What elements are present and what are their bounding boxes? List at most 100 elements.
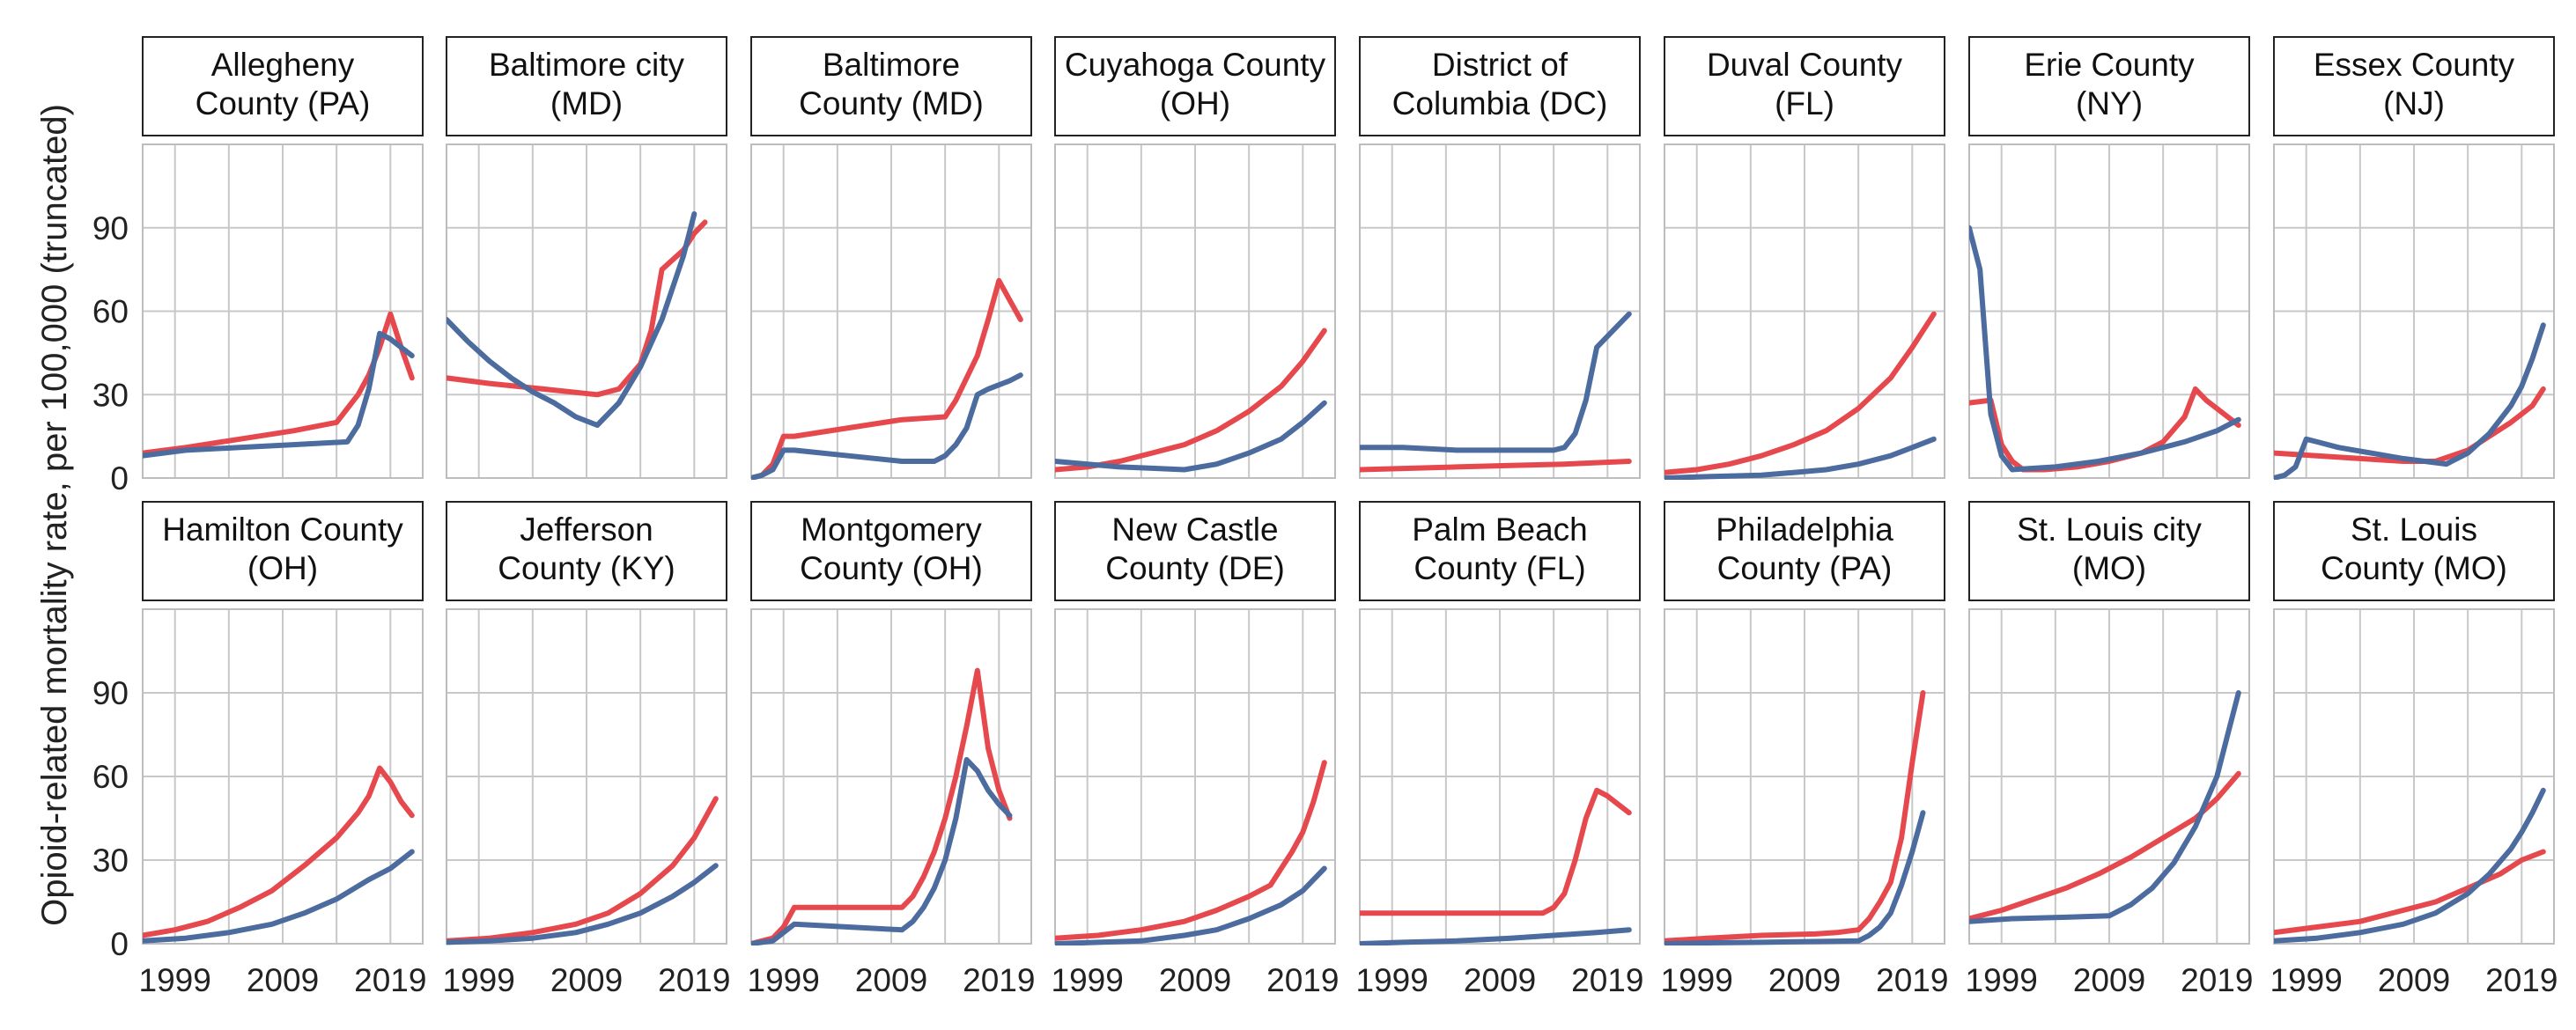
series-line-red — [447, 796, 719, 944]
x-tick-label: 2009 — [855, 962, 927, 998]
x-tick-label: 2019 — [2485, 962, 2558, 998]
strip-box — [1968, 36, 2250, 136]
strip-label: (MD) — [550, 85, 623, 121]
strip-label: County (MD) — [799, 85, 984, 121]
panel-frame — [2273, 143, 2555, 479]
series-line-red — [1055, 327, 1327, 473]
strip-label: Palm Beach — [1412, 511, 1588, 548]
panel: Essex County(NJ) — [2273, 36, 2555, 480]
strip-label: New Castle — [1111, 511, 1278, 548]
x-tick-label: 2019 — [1266, 962, 1339, 998]
strip-label: County (FL) — [1413, 550, 1585, 586]
x-tick-label: 2009 — [2378, 962, 2450, 998]
strip-label: (MO) — [2072, 550, 2146, 586]
series-line-red — [1360, 787, 1632, 916]
strip-box — [1359, 36, 1641, 136]
strip-label: County (PA) — [1717, 550, 1893, 586]
strip-label: (OH) — [1160, 85, 1230, 121]
strip-box — [446, 36, 727, 136]
y-tick-label: 30 — [92, 842, 129, 879]
y-tick-label: 60 — [92, 759, 129, 795]
strip-label: Essex County — [2314, 47, 2515, 83]
panel-frame — [1664, 143, 1945, 479]
x-tick-label: 2019 — [354, 962, 426, 998]
strip-label: (FL) — [1775, 85, 1834, 121]
series-line-blue — [1360, 927, 1632, 945]
x-tick-label: 2019 — [963, 962, 1035, 998]
x-tick-label: 1999 — [1661, 962, 1733, 998]
series-line-red — [751, 667, 1013, 945]
strip-label: (NJ) — [2383, 85, 2445, 121]
strip-label: Baltimore city — [489, 47, 685, 83]
series-line-blue — [1664, 810, 1926, 945]
strip-label: Cuyahoga County — [1065, 47, 1326, 83]
strip-label: Columbia (DC) — [1392, 85, 1608, 121]
x-tick-label: 1999 — [139, 962, 211, 998]
series-line-blue — [751, 372, 1023, 480]
x-tick-label: 2019 — [1876, 962, 1948, 998]
strip-box — [1664, 36, 1945, 136]
panel-frame — [750, 143, 1032, 479]
strip-box — [1054, 501, 1336, 601]
series-line-red — [2274, 386, 2546, 464]
series-line-blue — [1055, 865, 1327, 945]
strip-label: District of — [1432, 47, 1568, 83]
strip-label: Montgomery — [801, 511, 982, 548]
series-line-blue — [1664, 436, 1937, 480]
y-tick-label: 90 — [92, 210, 129, 246]
series-line-blue — [143, 330, 415, 459]
strip-box — [1054, 36, 1336, 136]
panel-frame — [1054, 143, 1336, 479]
strip-box — [142, 36, 424, 136]
strip-label: Jefferson — [520, 511, 653, 548]
x-tick-label: 2019 — [2181, 962, 2253, 998]
panel-frame — [1359, 143, 1641, 479]
series-line-red — [1969, 770, 2241, 922]
panel-frame — [1968, 143, 2250, 479]
panel-frame — [142, 608, 424, 945]
strip-label: Erie County — [2024, 47, 2195, 83]
x-tick-label: 2019 — [658, 962, 730, 998]
series-line-red — [751, 277, 1023, 480]
panel-frame — [1968, 608, 2250, 945]
strip-box — [1664, 501, 1945, 601]
panel-frame — [446, 143, 727, 479]
series-line-red — [1055, 760, 1327, 941]
y-tick-label: 30 — [92, 377, 129, 413]
panel-frame — [750, 608, 1032, 945]
panel-frame — [2273, 608, 2555, 945]
series-line-blue — [2274, 787, 2546, 944]
panel: Duval County(FL) — [1664, 36, 1945, 480]
x-tick-label: 1999 — [1356, 962, 1428, 998]
strip-box — [446, 501, 727, 601]
x-tick-label: 2019 — [1571, 962, 1643, 998]
series-line-blue — [1055, 400, 1327, 473]
series-line-red — [1360, 459, 1632, 473]
strip-box — [1359, 501, 1641, 601]
panel-frame — [446, 608, 727, 945]
strip-label: Philadelphia — [1716, 511, 1893, 548]
x-tick-label: 1999 — [2270, 962, 2343, 998]
strip-label: (NY) — [2076, 85, 2143, 121]
x-tick-label: 1999 — [443, 962, 515, 998]
series-line-blue — [447, 863, 719, 945]
strip-box — [2273, 36, 2555, 136]
panel: St. Louis city(MO) 1999 2009 2019 — [1966, 501, 2253, 998]
strip-box — [142, 501, 424, 601]
strip-label: St. Louis — [2351, 511, 2477, 548]
series-line-red — [143, 765, 415, 938]
x-tick-label: 2009 — [2073, 962, 2145, 998]
y-tick-label: 90 — [92, 675, 129, 711]
strip-box — [1968, 501, 2250, 601]
y-axis-label: Opioid-related mortality rate, per 100,0… — [35, 104, 74, 926]
series-line-blue — [143, 849, 415, 944]
strip-label: Hamilton County — [162, 511, 403, 548]
